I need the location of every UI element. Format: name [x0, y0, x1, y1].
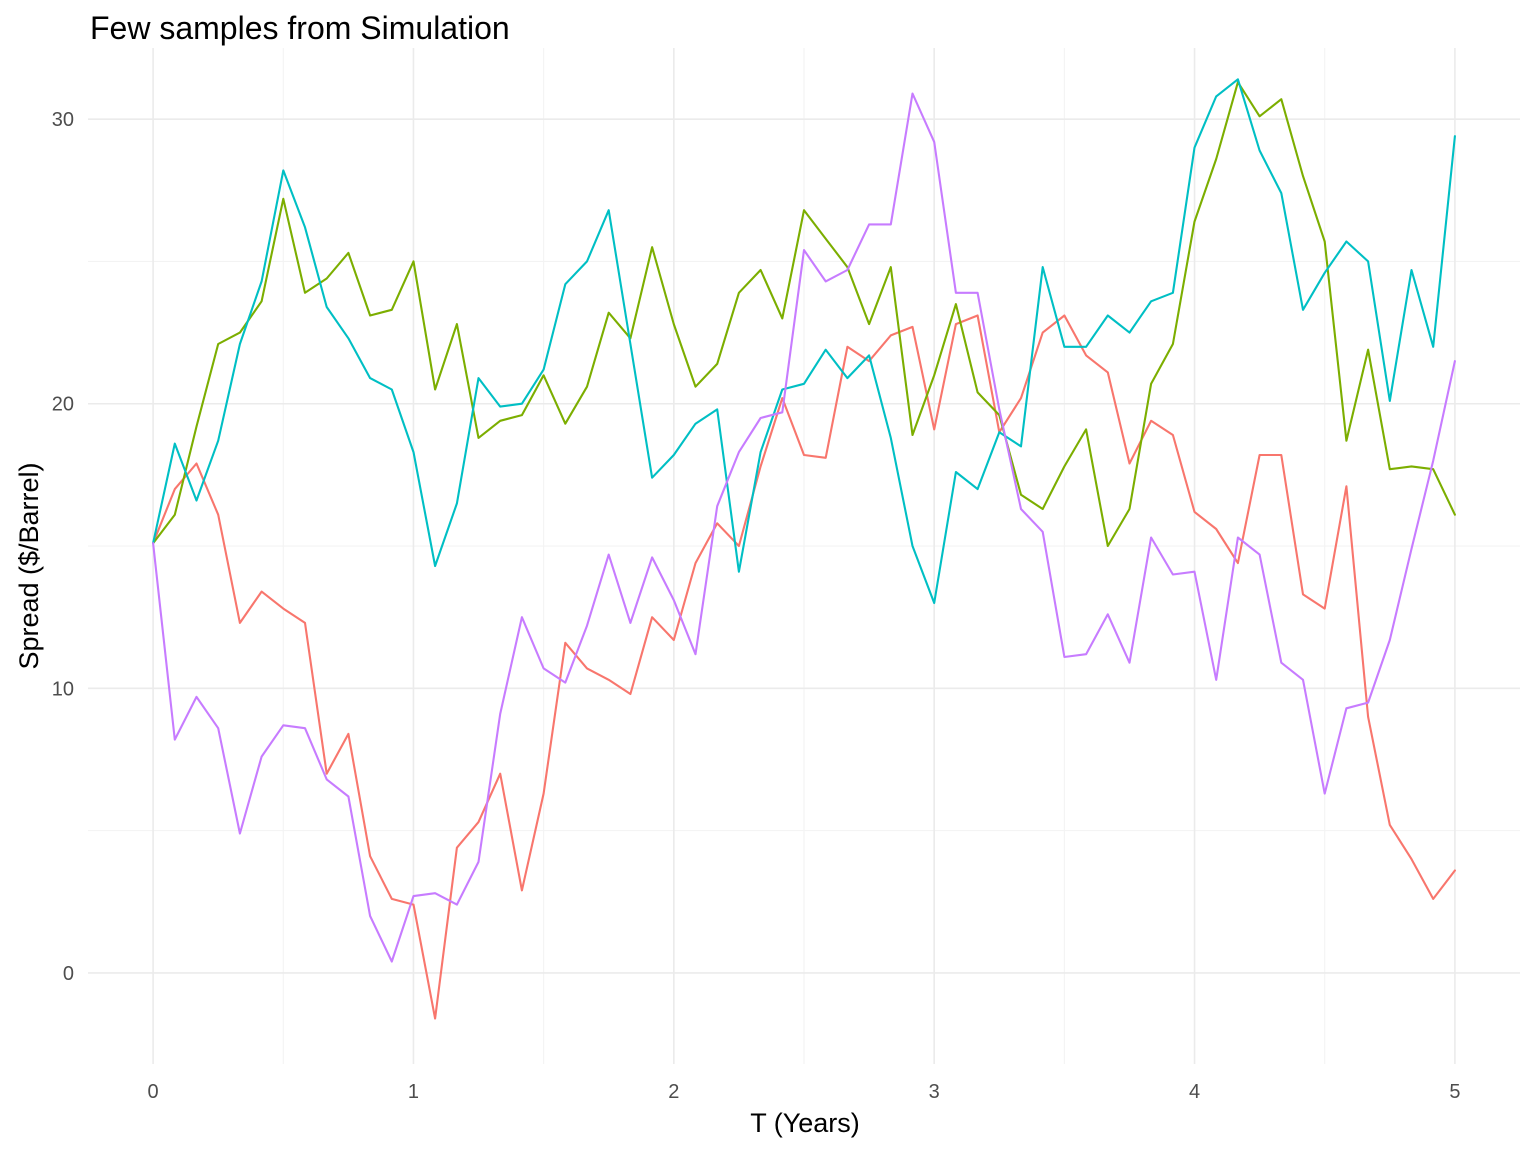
x-tick-label: 2: [668, 1081, 679, 1103]
y-axis-ticks: 0 10 20 30: [52, 109, 74, 985]
y-tick-label: 0: [63, 963, 74, 985]
x-tick-label: 4: [1189, 1081, 1200, 1103]
series-line-3: [152, 78, 1456, 605]
x-tick-label: 0: [148, 1081, 159, 1103]
chart-title: Few samples from Simulation: [90, 10, 510, 46]
series-line-1: [152, 314, 1456, 1020]
series-lines: [152, 78, 1456, 1020]
y-tick-label: 30: [52, 109, 74, 131]
gridlines: [88, 48, 1520, 1064]
series-line-4: [152, 92, 1456, 963]
y-tick-label: 20: [52, 394, 74, 416]
x-tick-label: 3: [929, 1081, 940, 1103]
x-tick-label: 1: [408, 1081, 419, 1103]
y-tick-label: 10: [52, 678, 74, 700]
x-axis-title: T (Years): [750, 1108, 860, 1138]
x-axis-ticks: 0 1 2 3 4 5: [148, 1081, 1461, 1103]
x-tick-label: 5: [1449, 1081, 1460, 1103]
y-axis-title: Spread ($/Barrel): [14, 462, 44, 669]
